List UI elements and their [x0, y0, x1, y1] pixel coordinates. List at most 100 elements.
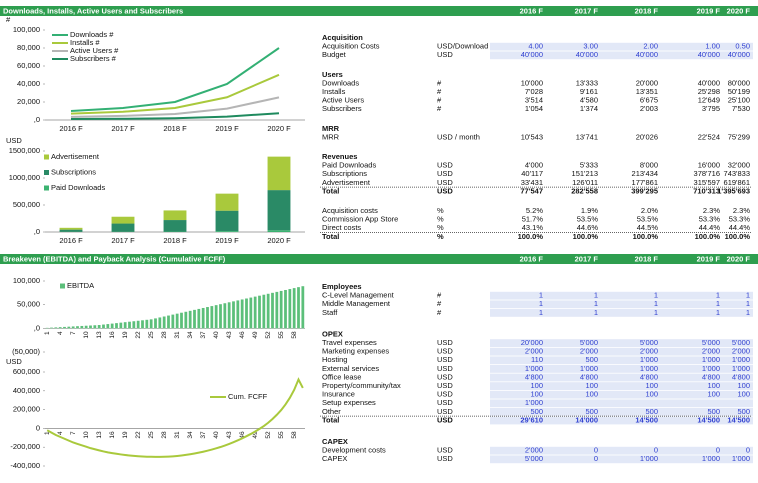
bar-segment — [59, 229, 83, 232]
cell-value: 1'000 — [640, 454, 658, 463]
row-unit: USD — [437, 347, 453, 356]
cell-value: 1'374 — [580, 104, 598, 113]
x-tick-label: 43 — [226, 331, 233, 339]
y-tick-label: 600,000 — [13, 367, 40, 376]
section-title: CAPEX — [322, 437, 348, 446]
bar — [214, 305, 218, 329]
cell-value: 100 — [585, 381, 598, 390]
bar — [119, 322, 123, 329]
cell-value: 44.4% — [729, 223, 751, 232]
cell-value: 282'558 — [571, 186, 598, 195]
bar — [175, 313, 179, 329]
row-label: Hosting — [322, 355, 347, 364]
cell-value: 213'434 — [632, 169, 658, 178]
cell-value: 4'000 — [525, 161, 543, 170]
x-tick-label: 28 — [161, 431, 168, 439]
x-tick-label: 52 — [265, 331, 272, 339]
bar — [141, 320, 144, 329]
bar — [149, 319, 153, 329]
x-tick-label: 34 — [187, 331, 194, 339]
legend-label: Active Users # — [70, 46, 119, 55]
x-tick-label: 19 — [122, 331, 129, 339]
row-unit: USD — [437, 372, 453, 381]
cell-value: 500 — [585, 407, 598, 416]
section-title: Revenues — [322, 152, 357, 161]
bar-segment — [59, 227, 83, 230]
cell-value: 1 — [594, 308, 598, 317]
bar-segment — [163, 210, 187, 221]
cell-value: 12'649 — [698, 96, 720, 105]
cell-value: 53.3% — [729, 215, 751, 224]
bar — [67, 326, 71, 329]
row-unit: USD — [437, 415, 453, 424]
legend-label: EBITDA — [67, 281, 94, 290]
year-header: 2017 F — [575, 6, 599, 15]
bar — [136, 320, 140, 329]
bar — [145, 319, 149, 329]
x-tick-label: 46 — [239, 431, 246, 439]
y-tick-label: 1000,000 — [9, 173, 40, 182]
cell-value: 2'000 — [732, 347, 750, 356]
legend-label: Installs # — [70, 38, 100, 47]
cell-value: 1'000 — [702, 364, 720, 373]
bar — [271, 292, 274, 329]
x-tick-label: 55 — [278, 331, 285, 339]
bar — [154, 318, 157, 329]
cell-value: 500 — [530, 407, 543, 416]
cell-value: 4'800 — [525, 372, 543, 381]
cell-value: 4'800 — [580, 372, 598, 381]
row-label: Total — [322, 186, 339, 195]
row-unit: # — [437, 308, 442, 317]
row-unit: % — [437, 206, 444, 215]
cell-value: 1'000 — [640, 355, 658, 364]
cell-value: 2'003 — [640, 104, 658, 113]
cell-value: 50'199 — [728, 87, 750, 96]
row-unit: USD — [437, 454, 453, 463]
cell-value: 40'000 — [698, 78, 720, 87]
bar — [266, 293, 270, 329]
x-tick-label: 25 — [148, 331, 155, 339]
row-label: Commission App Store — [322, 215, 398, 224]
bar — [249, 297, 253, 329]
cell-value: 51.7% — [522, 215, 544, 224]
cell-value: 100 — [585, 390, 598, 399]
cell-value: 0 — [746, 446, 750, 455]
bar — [167, 315, 170, 329]
bar — [106, 324, 110, 329]
cell-value: 43.1% — [522, 223, 544, 232]
row-unit: # — [437, 291, 442, 300]
bar — [275, 291, 279, 329]
cell-value: 5'000 — [640, 338, 658, 347]
y-tick-label: 400,000 — [13, 386, 40, 395]
year-header: 2019 F — [697, 6, 721, 15]
bar — [240, 299, 244, 329]
row-unit: USD — [437, 178, 453, 187]
x-tick-label: 49 — [252, 431, 259, 439]
cell-value: 1 — [746, 291, 750, 300]
input-band — [490, 416, 753, 425]
cell-value: 40'000 — [576, 50, 598, 59]
x-tick-label: 22 — [135, 431, 142, 439]
y-tick-label: 20,000 — [17, 97, 40, 106]
bar — [201, 307, 205, 329]
year-header: 2018 F — [635, 6, 659, 15]
cell-value: 53.3% — [699, 215, 721, 224]
row-unit: USD/Download — [437, 42, 488, 51]
cell-value: 25'298 — [698, 87, 720, 96]
x-tick-label: 31 — [174, 431, 181, 439]
x-tick-label: 10 — [83, 431, 90, 439]
cell-value: 0 — [594, 446, 598, 455]
cell-value: 177'861 — [632, 178, 658, 187]
y-tick-label: 50,000 — [17, 300, 40, 309]
row-label: Setup expenses — [322, 398, 376, 407]
bar — [84, 325, 88, 329]
bar — [292, 288, 296, 329]
cell-value: 1 — [716, 299, 720, 308]
series-line — [70, 73, 280, 115]
bar — [288, 289, 292, 329]
cell-value: 710'313 — [693, 186, 720, 195]
bar — [206, 307, 209, 329]
cell-value: 1'000 — [525, 398, 543, 407]
x-tick-label: 1 — [44, 331, 51, 335]
bar — [132, 321, 136, 329]
